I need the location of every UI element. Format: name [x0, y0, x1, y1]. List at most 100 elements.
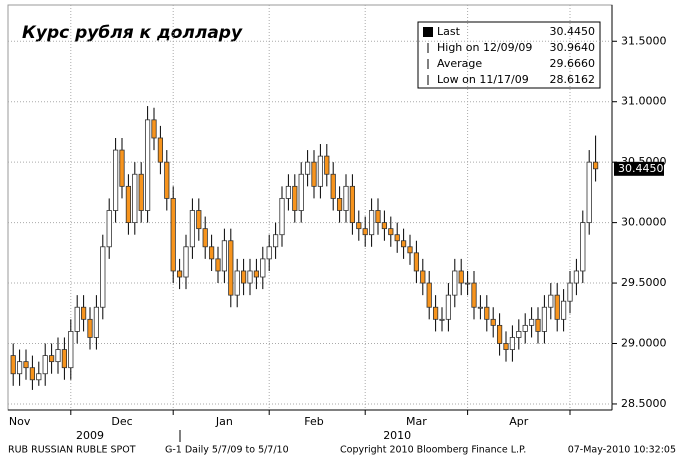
candle-body	[362, 228, 368, 236]
footer-text: 07-May-2010 10:32:05	[568, 445, 676, 456]
candle-body	[368, 210, 375, 236]
candle-body	[292, 185, 298, 211]
candle-body	[16, 361, 23, 375]
candle-body	[381, 222, 388, 230]
candle-body	[42, 355, 48, 375]
candle-body	[509, 337, 516, 350]
candle-body	[407, 246, 413, 254]
candle-body	[439, 318, 445, 321]
candle-body	[228, 240, 234, 296]
candle-body	[503, 343, 509, 350]
candle-body	[29, 367, 36, 381]
candle-body	[413, 252, 420, 272]
legend-value: 28.6162	[550, 73, 596, 86]
candle-body	[68, 331, 74, 369]
candle-body	[496, 324, 503, 344]
candle-body	[23, 361, 29, 369]
candle-body	[343, 185, 349, 211]
candle-body	[432, 306, 439, 320]
candle-body	[260, 258, 266, 278]
footer-text: G-1 Daily 5/7/09 to 5/7/10	[165, 445, 289, 456]
candle-body	[61, 349, 68, 369]
candle-body	[426, 282, 432, 308]
candle-body	[567, 282, 573, 302]
candle-body	[535, 318, 541, 332]
candle-body	[170, 198, 176, 272]
candle-body	[484, 306, 490, 320]
candle-body	[375, 210, 381, 224]
candle-body	[298, 173, 304, 211]
candle-body	[49, 355, 55, 363]
candle-body	[464, 282, 471, 285]
candle-body	[388, 228, 394, 236]
footer-text: RUB RUSSIAN RUBLE SPOT	[8, 445, 136, 456]
candle-body	[304, 161, 311, 175]
candle-body	[445, 294, 452, 320]
y-tick-label: 29.5000	[621, 276, 667, 289]
last-price-label: 30.4450	[618, 162, 664, 175]
x-tick-label: Dec	[111, 415, 132, 428]
last-price-tag	[614, 161, 664, 176]
year-label: 2010	[383, 429, 411, 442]
x-tick-label: Apr	[509, 415, 529, 428]
x-tick-label: Jan	[215, 415, 233, 428]
candle-body	[247, 270, 253, 284]
candle-body	[183, 246, 189, 278]
candle-body	[215, 258, 221, 272]
candle-body	[106, 210, 112, 248]
candle-body	[285, 185, 292, 199]
candle-body	[266, 246, 272, 260]
legend-value: 30.9640	[550, 41, 596, 54]
candle-body	[324, 155, 330, 175]
candle-body	[317, 155, 324, 187]
candle-body	[208, 246, 215, 260]
legend-swatch	[423, 27, 433, 37]
candle-body	[529, 318, 535, 326]
candle-body	[356, 222, 362, 230]
candle-body	[81, 306, 87, 320]
y-tick-label: 30.0000	[621, 216, 667, 229]
candle-body	[113, 149, 119, 211]
candle-body	[138, 173, 144, 211]
x-tick-label: Nov	[9, 415, 31, 428]
candle-body	[580, 222, 586, 272]
candle-body	[311, 161, 317, 187]
legend-label: Low on 11/17/09	[437, 73, 529, 86]
candle-body	[189, 210, 195, 248]
candle-body	[132, 173, 138, 224]
candle-body	[125, 185, 131, 224]
legend-label: Last	[437, 25, 461, 38]
candle-body	[164, 161, 170, 199]
x-tick-label: Mar	[406, 415, 427, 428]
candle-body	[55, 349, 61, 363]
candle-body	[522, 324, 528, 332]
candle-body	[471, 282, 477, 308]
candle-body	[202, 228, 208, 248]
candle-body	[196, 210, 202, 230]
legend-value: 29.6660	[550, 57, 596, 70]
candle-body	[36, 373, 42, 381]
candle-body	[458, 270, 464, 284]
candle-body	[100, 246, 106, 308]
y-tick-label: 29.0000	[621, 337, 667, 350]
candle-body	[157, 137, 163, 163]
candle-body	[400, 240, 407, 248]
candle-body	[93, 306, 99, 338]
candle-body	[336, 198, 343, 211]
candle-body	[573, 270, 580, 284]
candle-body	[272, 234, 279, 248]
candle-body	[477, 306, 484, 309]
candle-body	[394, 234, 400, 242]
candle-body	[176, 270, 183, 278]
candle-body	[221, 240, 227, 272]
candle-body	[561, 300, 567, 320]
candle-body	[151, 119, 157, 139]
candle-body	[516, 331, 522, 338]
candle-body	[144, 119, 151, 211]
candle-body	[10, 355, 16, 375]
candle-body	[420, 270, 426, 284]
year-label: 2009	[76, 429, 104, 442]
legend-label: High on 12/09/09	[437, 41, 532, 54]
y-tick-label: 28.5000	[621, 397, 667, 410]
y-tick-label: 31.0000	[621, 95, 667, 108]
